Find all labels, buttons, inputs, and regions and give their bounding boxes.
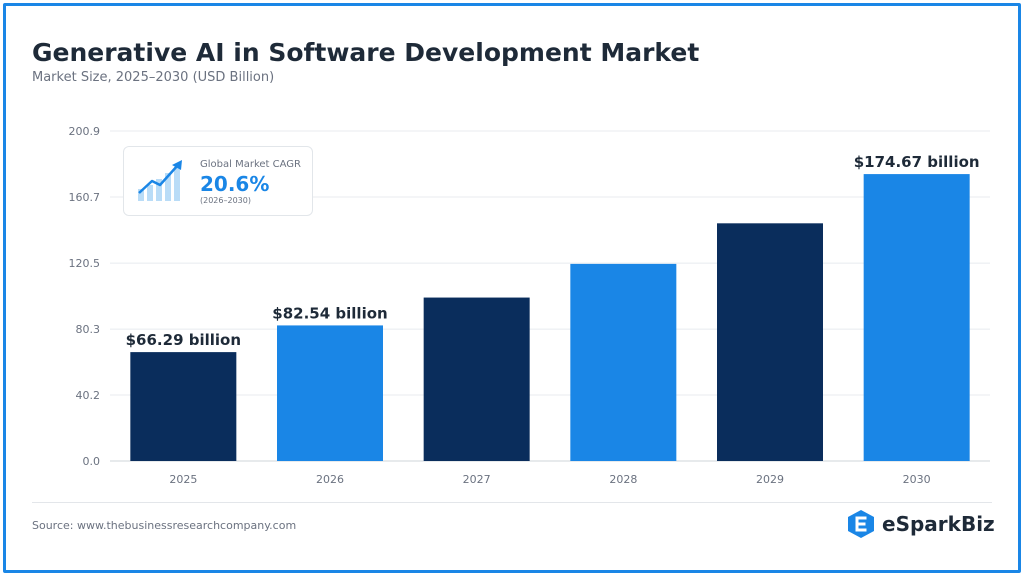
bar-2027 — [423, 297, 530, 461]
bar-2029 — [717, 223, 823, 461]
chart-subtitle: Market Size, 2025–2030 (USD Billion) — [32, 70, 275, 85]
source-note: Source: www.thebusinessresearchcompany.c… — [32, 519, 297, 532]
bar-2025 — [130, 352, 237, 461]
data-label-2025: $66.29 billion — [126, 331, 241, 349]
bars — [130, 174, 970, 461]
data-label-2026: $82.54 billion — [272, 304, 387, 322]
bar-2026 — [277, 325, 383, 461]
x-tick-label: 2028 — [609, 473, 637, 486]
x-tick-label: 2029 — [756, 473, 784, 486]
data-labels: $66.29 billion $82.54 billion $174.67 bill… — [126, 153, 980, 349]
y-tick-label: 40.2 — [76, 389, 101, 402]
y-axis: 0.0 40.2 80.3 120.5 160.7 200.9 — [69, 125, 101, 468]
growth-chart-icon — [138, 160, 182, 201]
data-label-2030: $174.67 billion — [854, 153, 980, 171]
y-tick-label: 160.7 — [69, 191, 101, 204]
cagr-value: 20.6% — [200, 172, 270, 196]
bar-2028 — [570, 263, 677, 461]
chart-title: Generative AI in Software Development Ma… — [32, 38, 700, 67]
esparkbiz-logo-icon — [848, 510, 874, 538]
y-tick-label: 120.5 — [69, 257, 101, 270]
x-tick-label: 2030 — [903, 473, 931, 486]
chart-frame — [3, 3, 1021, 573]
y-tick-label: 0.0 — [83, 455, 101, 468]
cagr-period: (2026–2030) — [200, 196, 251, 205]
cagr-label: Global Market CAGR — [200, 159, 301, 170]
bar-chart: $66.29 billion $82.54 billion $174.67 bill… — [69, 125, 990, 486]
y-tick-label: 200.9 — [69, 125, 101, 138]
bar-2030 — [863, 174, 970, 461]
brand-name: eSparkBiz — [882, 512, 995, 536]
footer-divider — [32, 502, 992, 503]
x-tick-label: 2027 — [463, 473, 491, 486]
y-tick-label: 80.3 — [76, 323, 101, 336]
cagr-callout: Global Market CAGR 20.6% (2026–2030) — [123, 146, 313, 216]
x-tick-label: 2025 — [169, 473, 197, 486]
brand-logo: eSparkBiz — [846, 508, 995, 540]
x-axis: 2025 2026 2027 2028 2029 2030 — [169, 473, 930, 486]
x-tick-label: 2026 — [316, 473, 344, 486]
